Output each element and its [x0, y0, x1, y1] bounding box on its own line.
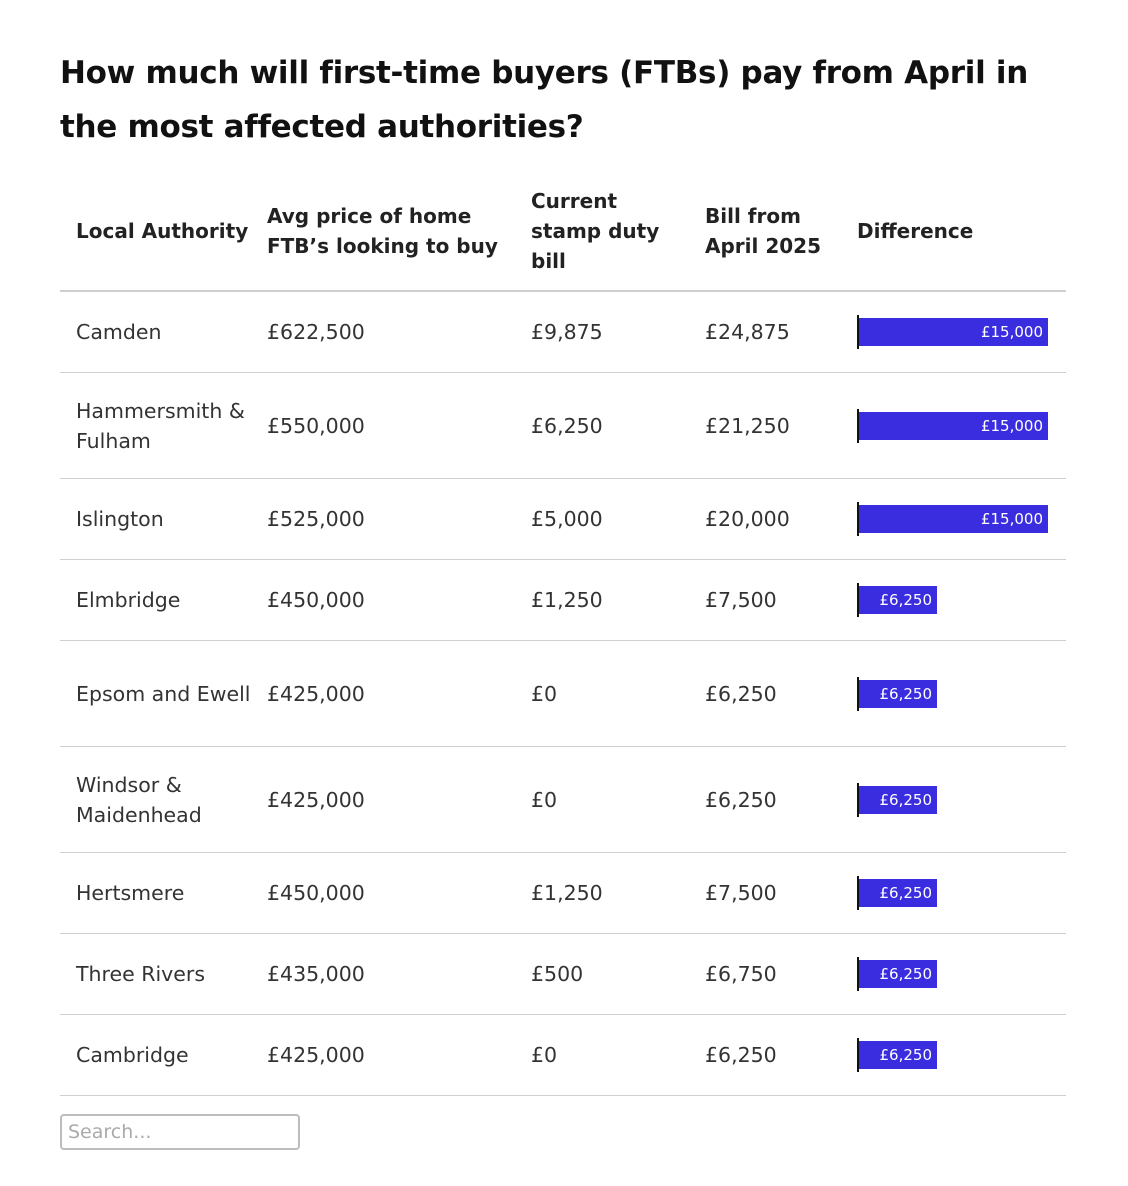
- table-row: Elmbridge £450,000 £1,250 £7,500 £6,250: [60, 559, 1066, 641]
- bar-axis-line: [857, 1038, 859, 1072]
- cell-difference: £15,000: [841, 478, 1066, 560]
- difference-bar-track: £15,000: [857, 315, 1066, 349]
- difference-bar: £6,250: [858, 879, 937, 907]
- difference-bar-track: £6,250: [857, 583, 1066, 617]
- table-row: Epsom and Ewell £425,000 £0 £6,250 £6,250: [60, 640, 1066, 747]
- cell-avg-price: £525,000: [251, 478, 515, 560]
- cell-current-bill: £0: [515, 640, 689, 747]
- cell-authority: Epsom and Ewell: [60, 640, 251, 747]
- table-row: Three Rivers £435,000 £500 £6,750 £6,250: [60, 933, 1066, 1015]
- cell-april-bill: £6,750: [689, 933, 841, 1015]
- cell-difference: £6,250: [841, 852, 1066, 934]
- cell-difference: £6,250: [841, 1014, 1066, 1096]
- cell-difference: £6,250: [841, 559, 1066, 641]
- difference-bar: £6,250: [858, 586, 937, 614]
- cell-difference: £6,250: [841, 640, 1066, 747]
- bar-axis-line: [857, 408, 859, 443]
- difference-bar: £15,000: [858, 505, 1048, 533]
- search-input[interactable]: [60, 1114, 300, 1150]
- cell-authority: Camden: [60, 291, 251, 373]
- cell-april-bill: £6,250: [689, 640, 841, 747]
- cell-difference: £6,250: [841, 746, 1066, 853]
- bar-axis-line: [857, 502, 859, 536]
- difference-bar: £15,000: [858, 318, 1048, 346]
- cell-april-bill: £7,500: [689, 559, 841, 641]
- cell-difference: £6,250: [841, 933, 1066, 1015]
- cell-authority: Elmbridge: [60, 559, 251, 641]
- cell-avg-price: £550,000: [251, 372, 515, 479]
- table-row: Windsor & Maidenhead £425,000 £0 £6,250 £6,2…: [60, 746, 1066, 853]
- difference-bar-track: £6,250: [857, 957, 1066, 991]
- difference-bar: £6,250: [858, 960, 937, 988]
- cell-avg-price: £622,500: [251, 291, 515, 373]
- table-row: Camden £622,500 £9,875 £24,875 £15,000: [60, 291, 1066, 373]
- difference-bar-track: £15,000: [857, 502, 1066, 536]
- cell-authority: Hertsmere: [60, 852, 251, 934]
- cell-avg-price: £425,000: [251, 746, 515, 853]
- cell-current-bill: £5,000: [515, 478, 689, 560]
- cell-authority: Cambridge: [60, 1014, 251, 1096]
- table-row: Cambridge £425,000 £0 £6,250 £6,250: [60, 1014, 1066, 1096]
- chart-title: How much will first-time buyers (FTBs) p…: [60, 55, 1028, 145]
- difference-bar: £6,250: [858, 1041, 937, 1069]
- cell-april-bill: £6,250: [689, 746, 841, 853]
- cell-avg-price: £450,000: [251, 559, 515, 641]
- cell-difference: £15,000: [841, 291, 1066, 373]
- table-row: Hertsmere £450,000 £1,250 £7,500 £6,250: [60, 852, 1066, 934]
- difference-bar-track: £6,250: [857, 782, 1066, 817]
- bar-axis-line: [857, 583, 859, 617]
- bar-axis-line: [857, 876, 859, 910]
- cell-avg-price: £425,000: [251, 640, 515, 747]
- cell-authority: Islington: [60, 478, 251, 560]
- column-header-april-bill[interactable]: Bill from April 2025: [689, 172, 841, 292]
- cell-current-bill: £9,875: [515, 291, 689, 373]
- cell-current-bill: £0: [515, 746, 689, 853]
- difference-bar-track: £6,250: [857, 676, 1066, 711]
- column-header-current-bill[interactable]: Current stamp duty bill: [515, 172, 689, 292]
- cell-april-bill: £20,000: [689, 478, 841, 560]
- header-row: Local Authority Avg price of home FTB’s …: [60, 172, 1066, 292]
- cell-current-bill: £6,250: [515, 372, 689, 479]
- difference-bar-track: £6,250: [857, 876, 1066, 910]
- cell-april-bill: £6,250: [689, 1014, 841, 1096]
- data-table: Local Authority Avg price of home FTB’s …: [60, 172, 1066, 1096]
- table-row: Islington £525,000 £5,000 £20,000 £15,000: [60, 478, 1066, 560]
- bar-axis-line: [857, 315, 859, 349]
- cell-authority: Three Rivers: [60, 933, 251, 1015]
- cell-current-bill: £0: [515, 1014, 689, 1096]
- cell-authority: Hammersmith & Fulham: [60, 372, 251, 479]
- bar-axis-line: [857, 957, 859, 991]
- difference-bar: £15,000: [858, 411, 1048, 440]
- bar-axis-line: [857, 676, 859, 711]
- difference-bar: £6,250: [858, 785, 937, 814]
- cell-avg-price: £435,000: [251, 933, 515, 1015]
- difference-bar-track: £6,250: [857, 1038, 1066, 1072]
- column-header-avg-price[interactable]: Avg price of home FTB’s looking to buy: [251, 172, 515, 292]
- cell-april-bill: £21,250: [689, 372, 841, 479]
- cell-current-bill: £500: [515, 933, 689, 1015]
- cell-avg-price: £425,000: [251, 1014, 515, 1096]
- cell-difference: £15,000: [841, 372, 1066, 479]
- cell-current-bill: £1,250: [515, 852, 689, 934]
- bar-axis-line: [857, 782, 859, 817]
- cell-authority: Windsor & Maidenhead: [60, 746, 251, 853]
- cell-current-bill: £1,250: [515, 559, 689, 641]
- column-header-difference[interactable]: Difference: [841, 172, 1066, 292]
- cell-april-bill: £7,500: [689, 852, 841, 934]
- difference-bar-track: £15,000: [857, 408, 1066, 443]
- cell-avg-price: £450,000: [251, 852, 515, 934]
- cell-april-bill: £24,875: [689, 291, 841, 373]
- difference-bar: £6,250: [858, 679, 937, 708]
- table-row: Hammersmith & Fulham £550,000 £6,250 £21,25…: [60, 372, 1066, 479]
- column-header-authority[interactable]: Local Authority: [60, 172, 251, 292]
